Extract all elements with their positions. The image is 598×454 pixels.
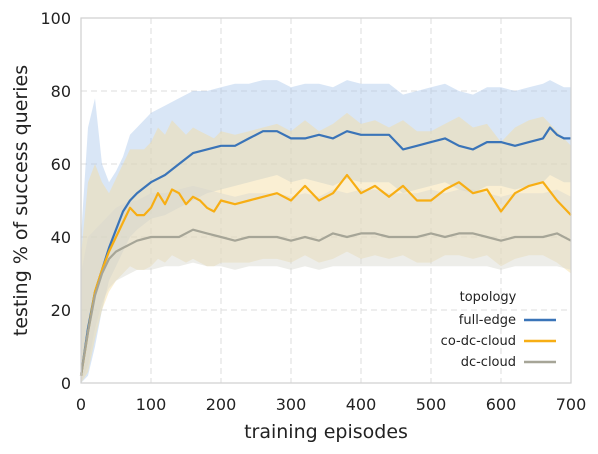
- legend-label-full-edge: full-edge: [459, 313, 516, 328]
- x-tick-label: 0: [76, 395, 86, 414]
- legend-label-co-dc-cloud: co-dc-cloud: [441, 334, 516, 349]
- x-tick-label: 700: [556, 395, 587, 414]
- legend-title: topology: [460, 290, 517, 305]
- full-edge-confidence-band: [81, 80, 571, 383]
- legend-label-dc-cloud: dc-cloud: [461, 355, 516, 370]
- series-lines: [79, 126, 572, 376]
- y-tick-label: 80: [51, 82, 71, 101]
- x-tick-label: 500: [416, 395, 447, 414]
- x-axis-ticks: 0 100 200 300 400 500 600 700: [76, 395, 586, 414]
- co-dc-cloud-confidence-band: [81, 112, 571, 384]
- y-axis-ticks: 0 20 40 60 80 100: [40, 9, 71, 393]
- y-tick-label: 40: [51, 228, 71, 247]
- y-tick-label: 0: [61, 374, 71, 393]
- x-tick-label: 100: [136, 395, 167, 414]
- x-tick-label: 600: [486, 395, 517, 414]
- y-tick-label: 20: [51, 301, 71, 320]
- full-edge-line: [79, 126, 571, 376]
- y-tick-label: 100: [40, 9, 71, 28]
- dc-cloud-confidence-band: [81, 185, 571, 383]
- legend: topology full-edge co-dc-cloud dc-cloud: [441, 290, 556, 370]
- x-tick-label: 300: [276, 395, 307, 414]
- x-axis-label: training episodes: [244, 421, 408, 443]
- dc-cloud-line: [79, 228, 572, 376]
- y-axis-label: testing % of success queries: [10, 65, 32, 336]
- legend-items: full-edge co-dc-cloud dc-cloud: [441, 313, 556, 370]
- x-tick-label: 200: [206, 395, 237, 414]
- co-dc-cloud-line: [79, 173, 572, 376]
- plot-frame: [80, 17, 572, 384]
- x-tick-label: 400: [346, 395, 377, 414]
- y-tick-label: 60: [51, 155, 71, 174]
